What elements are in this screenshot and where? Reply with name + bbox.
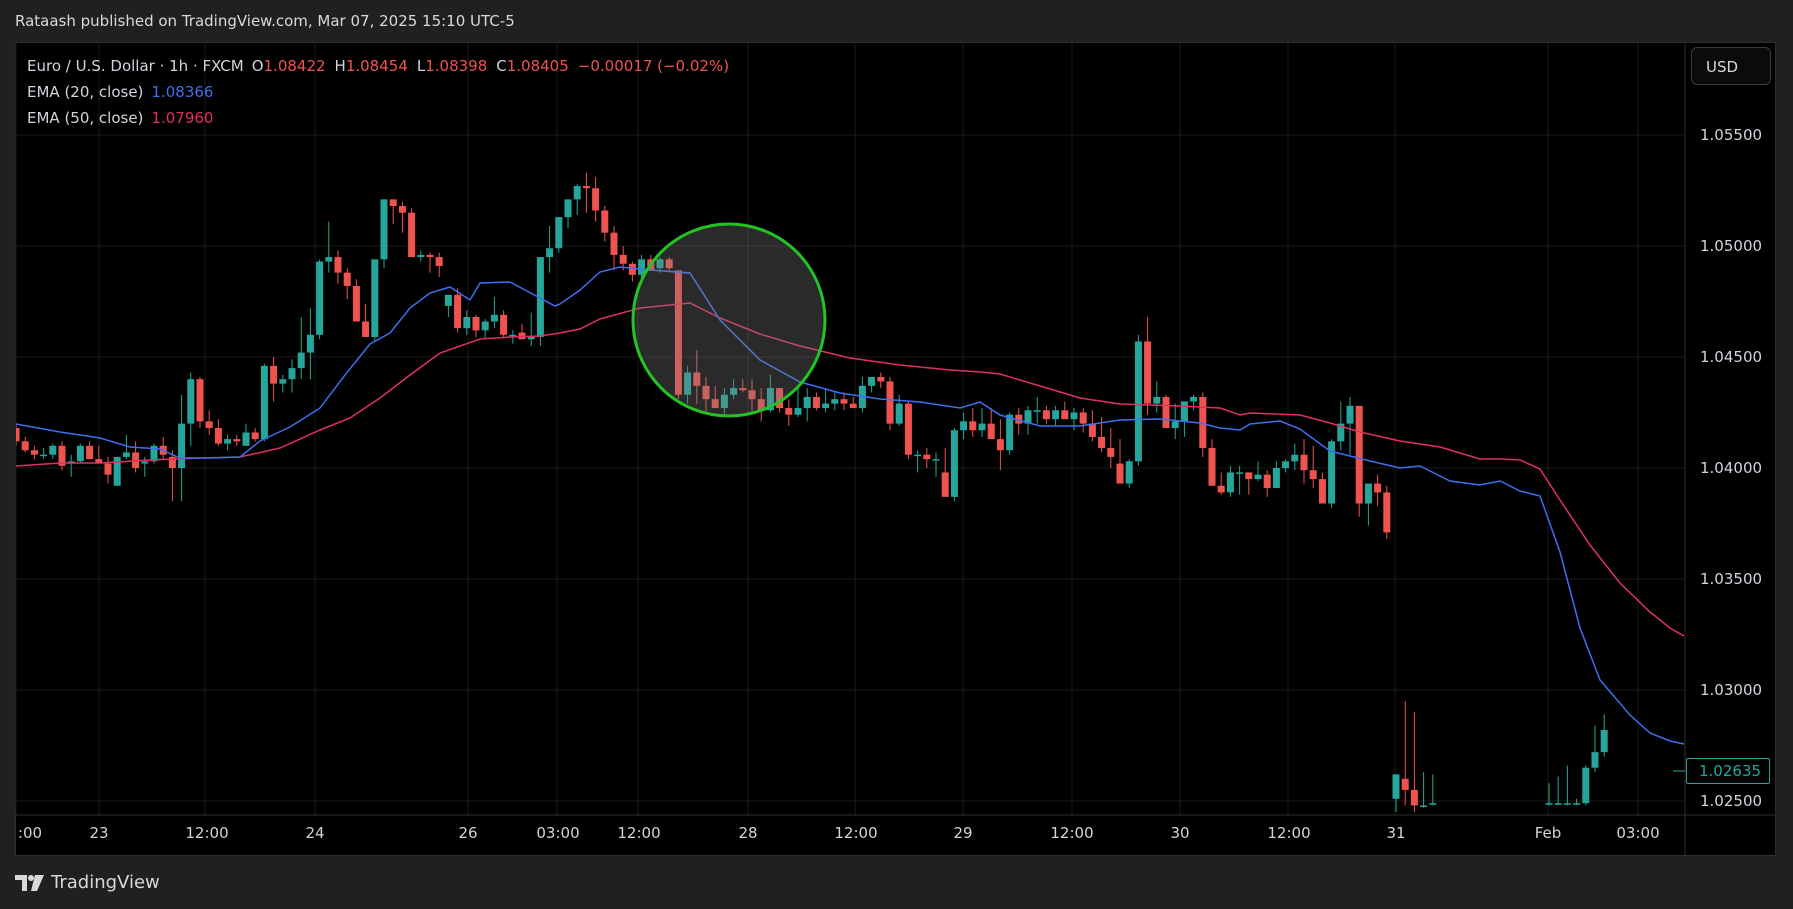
- time-tick-label: 12:00: [1267, 824, 1311, 842]
- currency-button[interactable]: USD: [1691, 47, 1771, 85]
- open-label: O: [251, 57, 264, 75]
- price-tick-label: 1.02500: [1700, 792, 1763, 810]
- chart-pane[interactable]: [15, 42, 1776, 856]
- price-tick-label: 1.03000: [1700, 681, 1763, 699]
- time-tick-label: 31: [1386, 824, 1406, 842]
- close-value: 1.08405: [506, 57, 569, 75]
- chart-legend: Euro / U.S. Dollar · 1h · FXCM O 1.08422 …: [27, 53, 729, 131]
- time-tick-label: 30: [1170, 824, 1190, 842]
- ema20-value: 1.08366: [151, 83, 214, 101]
- symbol-name[interactable]: Euro / U.S. Dollar · 1h · FXCM: [27, 57, 244, 75]
- ema50-line[interactable]: [16, 302, 1685, 637]
- open-value: 1.08422: [263, 57, 326, 75]
- ema20-line[interactable]: [16, 266, 1685, 745]
- change-value: −0.00017 (−0.02%): [577, 57, 730, 75]
- time-tick-label: 29: [953, 824, 973, 842]
- ema50-value: 1.07960: [151, 109, 214, 127]
- time-tick-label: 24: [305, 824, 325, 842]
- tradingview-logo-icon: [15, 874, 44, 891]
- low-value: 1.08398: [425, 57, 488, 75]
- tradingview-logo[interactable]: TradingView: [15, 872, 160, 893]
- high-label: H: [334, 57, 346, 75]
- time-tick-label: 12:00: [185, 824, 229, 842]
- price-tick-label: 1.03500: [1700, 570, 1763, 588]
- ema20-label[interactable]: EMA (20, close): [27, 83, 144, 101]
- time-tick-label: 12:00: [834, 824, 878, 842]
- time-tick-label: 26: [458, 824, 478, 842]
- tradingview-brand: TradingView: [51, 872, 160, 893]
- price-tick-label: 1.05500: [1700, 126, 1763, 144]
- time-tick-label: Feb: [1534, 824, 1562, 842]
- publish-header: Rataash published on TradingView.com, Ma…: [0, 0, 1793, 42]
- time-tick-label: 12:00: [1050, 824, 1094, 842]
- high-value: 1.08454: [345, 57, 408, 75]
- price-tick-label: 1.04500: [1700, 348, 1763, 366]
- time-tick-label: 03:00: [1616, 824, 1660, 842]
- time-tick-label: 28: [738, 824, 758, 842]
- time-tick-label: 12:00: [617, 824, 661, 842]
- low-label: L: [416, 57, 426, 75]
- ema20-row[interactable]: EMA (20, close) 1.08366: [27, 79, 729, 105]
- current-price-label: 1.02635: [1686, 758, 1770, 784]
- publish-info: Rataash published on TradingView.com, Ma…: [15, 12, 515, 30]
- highlight-circle[interactable]: [631, 222, 827, 418]
- symbol-row[interactable]: Euro / U.S. Dollar · 1h · FXCM O 1.08422 …: [27, 53, 729, 79]
- price-tick-label: 1.04000: [1700, 459, 1763, 477]
- ema50-row[interactable]: EMA (50, close) 1.07960: [27, 105, 729, 131]
- ema50-label[interactable]: EMA (50, close): [27, 109, 144, 127]
- time-tick-label: :00: [17, 824, 43, 842]
- time-tick-label: 03:00: [536, 824, 580, 842]
- time-tick-label: 23: [89, 824, 109, 842]
- price-tick-label: 1.05000: [1700, 237, 1763, 255]
- close-label: C: [496, 57, 507, 75]
